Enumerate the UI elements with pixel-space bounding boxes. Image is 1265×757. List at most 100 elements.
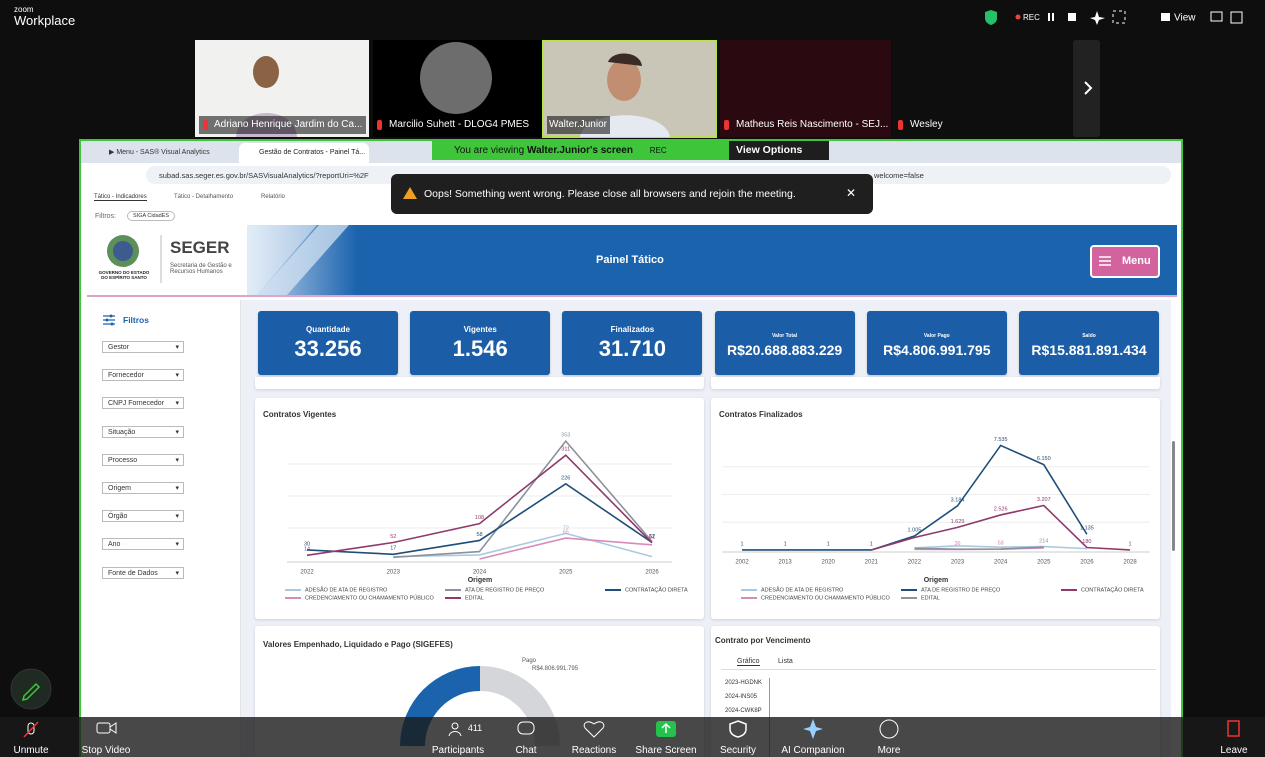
legend-label: CREDENCIAMENTO OU CHAMAMENTO PÚBLICO (761, 594, 890, 601)
line-series (914, 546, 1044, 551)
line-series (393, 439, 653, 559)
toolbar-label[interactable]: Security (719, 745, 757, 756)
filter-icon (103, 314, 115, 326)
toolbar-label[interactable]: Reactions (571, 745, 617, 756)
data-label: 214 (1039, 538, 1048, 544)
legend-label: ADESÃO DE ATA DE REGISTRO (305, 586, 388, 593)
expand-icon[interactable] (1112, 10, 1126, 24)
toolbar-label[interactable]: Chat (515, 745, 537, 756)
report-tab[interactable]: Tático - Detalhamento (174, 194, 234, 200)
mic-icon[interactable] (27, 722, 35, 735)
data-label: 1 (740, 541, 743, 547)
filter-dropdown[interactable]: Fornecedor (102, 369, 184, 382)
full-icon[interactable] (1230, 11, 1243, 24)
video-tile[interactable] (895, 40, 1070, 137)
scrollbar[interactable] (1172, 441, 1175, 551)
data-label: 1.629 (951, 519, 965, 525)
data-label: 108 (475, 515, 484, 521)
filter-dropdown[interactable]: Gestor (102, 341, 184, 354)
participant-name: Walter.Junior (549, 119, 607, 130)
participants-icon[interactable] (451, 722, 459, 730)
view-tab[interactable]: Gráfico (737, 658, 760, 666)
spark-icon[interactable] (1090, 11, 1105, 25)
toast-close[interactable]: ✕ (846, 186, 857, 200)
view-options[interactable]: View Options (729, 141, 829, 160)
line-series (742, 444, 1088, 551)
video-icon[interactable] (96, 722, 111, 734)
toolbar-label[interactable]: Participants (431, 745, 485, 756)
filter-dropdown[interactable]: Órgão (102, 510, 184, 523)
line-series (393, 532, 653, 558)
reactions-icon[interactable] (583, 721, 605, 738)
line-series (914, 545, 1087, 550)
logo-sub: Secretaria de Gestão e Recursos Humanos (170, 263, 232, 275)
x-tick-label: 2024 (994, 560, 1008, 566)
kpi-card: Finalizados 31.710 (562, 311, 703, 375)
data-label: 52 (649, 534, 655, 540)
row-label: 2024-INS05 (725, 694, 758, 700)
mute-icons (203, 120, 903, 130)
pause-icon[interactable] (1048, 13, 1050, 21)
next-button[interactable] (1073, 40, 1100, 137)
mute-slash (23, 721, 39, 738)
ai-icon[interactable] (803, 719, 823, 739)
filter-dropdown[interactable]: Ano (102, 538, 184, 551)
security-icon[interactable] (729, 720, 747, 738)
view-icon[interactable] (1161, 13, 1170, 21)
filter-dropdown[interactable]: Processo (102, 453, 184, 467)
view-tab[interactable]: Lista (778, 658, 793, 665)
toolbar-label[interactable]: Unmute (13, 745, 49, 756)
chart-title: Contratos Finalizados (719, 410, 803, 419)
filter-dropdown[interactable]: CNPJ Fornecedor (102, 397, 184, 410)
coat-of-arms (113, 241, 133, 261)
share-arrow (661, 722, 671, 733)
warning-icon (403, 187, 417, 199)
chat-icon[interactable] (517, 721, 535, 735)
x-tick-label: 2021 (865, 560, 879, 566)
pause-icon[interactable] (1052, 13, 1054, 21)
stop-icon[interactable] (1068, 13, 1076, 21)
x-tick-label: 2023 (387, 570, 401, 576)
kpi-value: R$15.881.891.434 (1031, 342, 1147, 358)
browser-tab[interactable]: ▶ Menu - SAS® Visual Analytics (109, 149, 210, 156)
muted-icon (724, 120, 729, 130)
video-tile[interactable] (720, 40, 891, 137)
card-title: Contrato por Vencimento (715, 636, 811, 645)
toolbar-label[interactable]: Share Screen (635, 745, 697, 756)
chart-card: Contratos Finalizados 2002 2013 2020 2021 202… (711, 398, 1160, 619)
line-series (306, 482, 653, 556)
banner-rec: REC (649, 146, 667, 155)
data-label: 65 (563, 530, 569, 536)
filter-dropdown[interactable]: Fonte de Dados (102, 566, 184, 580)
toolbar-label[interactable]: Stop Video (81, 745, 131, 756)
more-icon[interactable] (879, 719, 899, 739)
toolbar-label[interactable]: More (877, 745, 901, 756)
chevron (1084, 81, 1093, 95)
shield-icon[interactable] (985, 10, 997, 25)
view-label[interactable]: View (1174, 13, 1196, 24)
browser-tab-active[interactable]: Gestão de Contratos - Painel Tá... (239, 143, 369, 163)
url: subad.sas.seger.es.gov.br/SASVisualAnaly… (159, 171, 369, 180)
data-label: 17 (390, 546, 396, 552)
filter-dropdown[interactable]: Origem (102, 482, 184, 495)
person (607, 59, 641, 101)
data-label: 180 (1082, 539, 1091, 545)
kpi-label: Finalizados (610, 325, 655, 334)
toolbar-label[interactable]: AI Companion (781, 745, 845, 756)
data-label: 52 (390, 534, 396, 540)
report-tab[interactable]: Relatório (261, 194, 286, 200)
filter-chip[interactable]: SIGA CidadES (127, 211, 176, 221)
kpi-value: 1.546 (452, 336, 508, 361)
window-icon[interactable] (1210, 11, 1223, 22)
report-title: Painel Tático (596, 254, 664, 266)
data-label: 7.535 (994, 437, 1008, 443)
kpi-card: Vigentes 1.546 (410, 311, 551, 375)
meeting-toolbar (0, 717, 1265, 757)
report-tab[interactable]: Tático - Indicadores (94, 194, 147, 201)
filter-dropdown[interactable]: Situação (102, 425, 184, 439)
brand: Workplace (14, 13, 76, 28)
data-label: 1 (870, 541, 873, 547)
toolbar-label[interactable]: Leave (1220, 745, 1248, 756)
leave-icon[interactable] (1227, 720, 1240, 737)
